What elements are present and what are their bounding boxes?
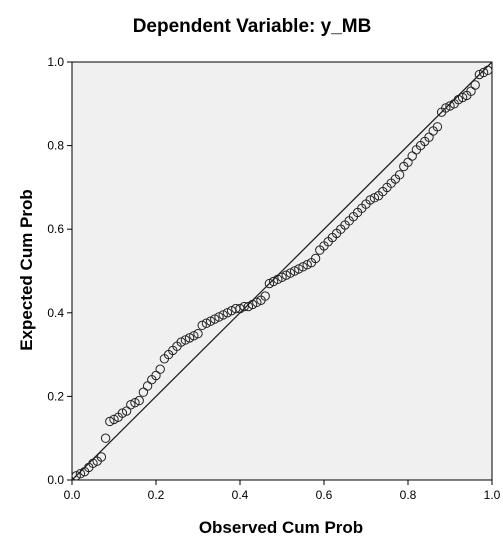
data-point <box>273 274 283 285</box>
data-point <box>302 260 312 270</box>
data-point <box>298 262 308 272</box>
chart-title: Dependent Variable: y_MB <box>133 16 372 37</box>
data-point <box>222 308 233 318</box>
x-axis-title: Observed Cum Prob <box>199 518 363 537</box>
y-tick-label: 0.6 <box>47 222 64 236</box>
data-point <box>369 193 380 203</box>
reference-line <box>71 61 493 481</box>
data-point <box>205 316 216 326</box>
data-point <box>310 253 321 264</box>
data-point <box>117 408 128 418</box>
data-point <box>105 416 115 427</box>
data-point <box>201 318 212 328</box>
data-point <box>130 397 140 408</box>
data-point <box>109 414 119 425</box>
data-point <box>210 314 220 324</box>
data-point <box>277 272 287 282</box>
data-point <box>441 103 451 113</box>
data-point <box>268 276 279 287</box>
data-point <box>281 270 291 280</box>
x-tick-label: 0.0 <box>64 488 81 502</box>
data-point <box>457 92 468 103</box>
data-point <box>445 101 455 111</box>
data-point <box>365 195 375 205</box>
data-point <box>193 329 203 339</box>
x-tick-label: 0.4 <box>232 488 249 502</box>
data-point <box>474 69 485 80</box>
data-point <box>470 80 480 90</box>
data-point <box>180 335 191 345</box>
y-tick-label: 0.8 <box>47 139 64 153</box>
data-point <box>483 65 493 76</box>
data-point <box>264 278 275 289</box>
data-point <box>71 471 81 481</box>
y-tick-label: 0.2 <box>47 389 64 403</box>
x-tick-label: 1.0 <box>484 488 501 502</box>
data-point <box>478 67 489 78</box>
data-point <box>96 452 107 462</box>
y-tick-label: 0.0 <box>47 473 64 487</box>
data-point <box>260 291 270 301</box>
data-point <box>88 458 98 468</box>
data-point <box>100 433 111 443</box>
data-point <box>75 469 86 479</box>
data-point <box>289 266 300 276</box>
y-tick-label: 0.4 <box>47 306 64 320</box>
x-tick-label: 0.2 <box>148 488 165 502</box>
data-point <box>126 400 136 410</box>
data-point <box>155 364 165 374</box>
data-point <box>394 170 405 180</box>
data-point <box>189 331 199 341</box>
y-tick-label: 1.0 <box>47 55 64 69</box>
data-point <box>247 299 258 310</box>
data-point <box>252 297 262 308</box>
data-point <box>197 320 207 331</box>
data-point <box>453 94 464 105</box>
data-point <box>432 122 443 132</box>
data-point <box>243 301 254 312</box>
data-point <box>134 395 144 406</box>
data-point <box>176 337 186 347</box>
y-axis-title: Expected Cum Prob <box>17 189 36 351</box>
data-point <box>184 333 195 343</box>
data-point <box>218 310 228 320</box>
data-point <box>214 312 224 322</box>
x-tick-label: 0.6 <box>316 488 333 502</box>
data-point <box>294 264 304 274</box>
x-tick-label: 0.8 <box>400 488 417 502</box>
data-point <box>285 268 296 278</box>
